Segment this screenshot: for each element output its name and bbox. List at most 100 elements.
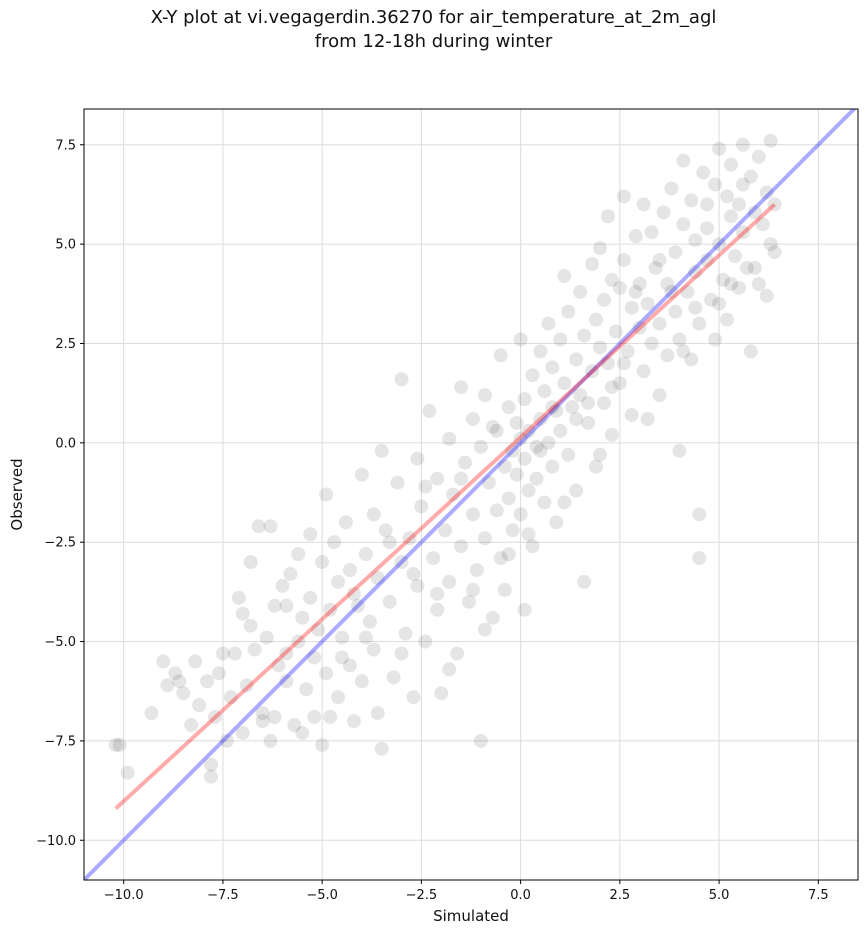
x-axis-label: Simulated (433, 907, 509, 925)
data-point (553, 332, 568, 347)
data-point (700, 221, 715, 236)
data-point (295, 725, 310, 740)
data-point (616, 189, 631, 204)
data-point (644, 225, 659, 240)
data-point (759, 288, 774, 303)
data-point (295, 610, 310, 625)
data-point (462, 594, 477, 609)
data-point (700, 197, 715, 212)
data-point (235, 725, 250, 740)
data-point (688, 233, 703, 248)
data-point (430, 471, 445, 486)
data-point (509, 415, 524, 430)
data-point (680, 284, 695, 299)
chart-title-line-2: from 12-18h during winter (314, 31, 553, 52)
x-tick-label: −2.5 (406, 888, 438, 903)
data-point (624, 408, 639, 423)
data-point (759, 185, 774, 200)
data-point (672, 443, 687, 458)
data-point (346, 586, 361, 601)
data-point (291, 547, 306, 562)
data-point (557, 376, 572, 391)
y-tick-label: 0.0 (55, 436, 76, 451)
data-point (458, 455, 473, 470)
data-point (108, 737, 123, 752)
data-point (640, 296, 655, 311)
data-point (525, 368, 540, 383)
data-point (501, 547, 516, 562)
data-point (636, 364, 651, 379)
data-point (354, 674, 369, 689)
data-point (410, 451, 425, 466)
data-point (489, 503, 504, 518)
data-point (517, 392, 532, 407)
data-point (200, 674, 215, 689)
data-point (319, 487, 334, 502)
data-point (632, 276, 647, 291)
data-point (668, 304, 683, 319)
data-point (712, 296, 727, 311)
data-point (160, 678, 175, 693)
data-point (569, 483, 584, 498)
data-point (418, 479, 433, 494)
data-point (358, 547, 373, 562)
data-point (688, 300, 703, 315)
data-point (354, 467, 369, 482)
data-point (628, 284, 643, 299)
data-point (525, 539, 540, 554)
data-point (211, 666, 226, 681)
data-point (509, 467, 524, 482)
data-point (593, 447, 607, 462)
data-point (497, 582, 512, 597)
data-point (529, 471, 544, 486)
data-point (735, 225, 750, 240)
data-point (473, 733, 488, 748)
data-point (204, 757, 219, 772)
data-point (549, 404, 564, 419)
data-point (374, 741, 389, 756)
data-point (215, 646, 230, 661)
data-point (731, 197, 746, 212)
y-tick-label: 7.5 (55, 138, 76, 153)
data-point (331, 690, 346, 705)
data-point (247, 642, 262, 657)
data-point (696, 165, 711, 180)
data-point (144, 706, 159, 721)
data-point (533, 411, 548, 426)
data-point (382, 594, 397, 609)
data-point (664, 284, 679, 299)
data-point (465, 582, 480, 597)
data-point (192, 698, 207, 713)
data-point (596, 396, 611, 411)
data-point (664, 181, 679, 196)
data-point (692, 551, 707, 566)
data-point (521, 527, 536, 542)
data-point (338, 515, 353, 530)
data-point (303, 590, 318, 605)
data-point (561, 447, 576, 462)
data-point (513, 332, 528, 347)
data-point (608, 324, 623, 339)
data-point (533, 344, 548, 359)
y-tick-label: −5.0 (44, 635, 76, 650)
y-tick-label: −7.5 (44, 734, 76, 749)
data-point (652, 316, 667, 331)
data-point (477, 622, 492, 637)
data-point (402, 531, 417, 546)
x-tick-label: −7.5 (207, 888, 239, 903)
data-point (557, 495, 572, 510)
x-tick-label: 7.5 (808, 888, 829, 903)
data-point (358, 630, 373, 645)
data-point (370, 706, 385, 721)
data-point (640, 411, 655, 426)
data-point (394, 372, 409, 387)
data-point (299, 682, 314, 697)
data-point (565, 400, 580, 415)
data-point (406, 690, 421, 705)
data-point (704, 292, 719, 307)
data-point (727, 249, 742, 264)
data-point (612, 376, 627, 391)
data-point (430, 602, 445, 617)
data-points (108, 133, 782, 784)
data-point (763, 237, 778, 252)
